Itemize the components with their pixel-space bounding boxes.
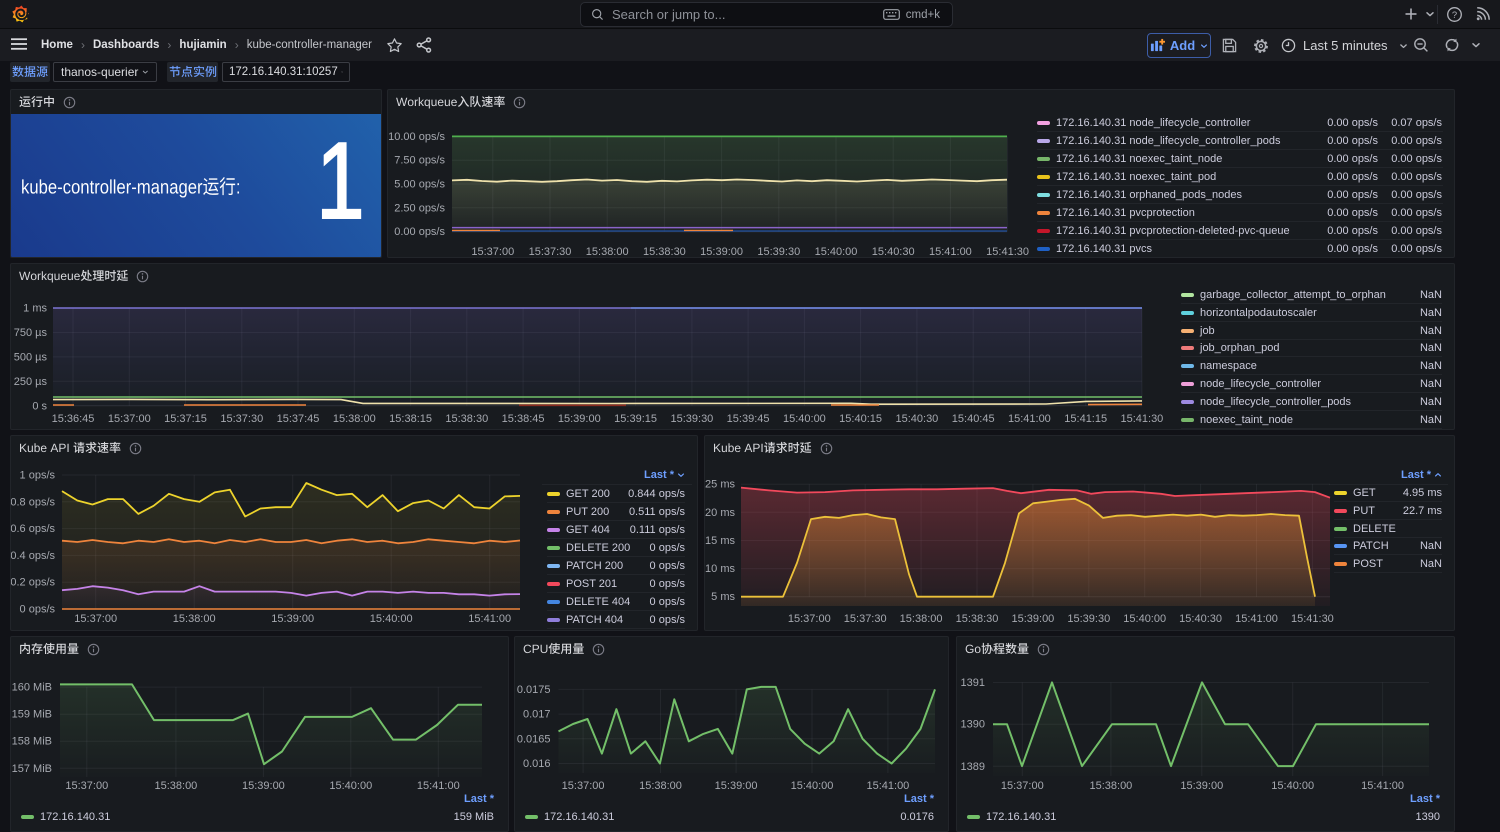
svg-text:15:38:00: 15:38:00 bbox=[1089, 780, 1132, 792]
svg-text:15:38:45: 15:38:45 bbox=[502, 413, 545, 425]
svg-text:15:39:00: 15:39:00 bbox=[715, 780, 758, 792]
svg-text:10.00 ops/s: 10.00 ops/s bbox=[388, 131, 445, 143]
svg-text:15:37:00: 15:37:00 bbox=[471, 246, 514, 258]
svg-text:15:37:00: 15:37:00 bbox=[562, 780, 605, 792]
svg-text:15:40:00: 15:40:00 bbox=[370, 613, 413, 625]
svg-text:20 ms: 20 ms bbox=[705, 507, 735, 519]
svg-text:15:40:00: 15:40:00 bbox=[1271, 780, 1314, 792]
svg-text:250 µs: 250 µs bbox=[14, 376, 48, 388]
svg-text:15:37:00: 15:37:00 bbox=[74, 613, 117, 625]
svg-text:15:37:00: 15:37:00 bbox=[108, 413, 151, 425]
svg-text:15:37:00: 15:37:00 bbox=[65, 780, 108, 792]
svg-text:15:37:30: 15:37:30 bbox=[529, 246, 572, 258]
svg-text:15:38:30: 15:38:30 bbox=[956, 613, 999, 625]
svg-text:15:38:00: 15:38:00 bbox=[639, 780, 682, 792]
svg-text:15:41:30: 15:41:30 bbox=[986, 246, 1029, 258]
svg-text:15:38:00: 15:38:00 bbox=[900, 613, 943, 625]
svg-text:15:41:00: 15:41:00 bbox=[1361, 780, 1404, 792]
svg-text:0.016: 0.016 bbox=[523, 758, 551, 770]
svg-text:1391: 1391 bbox=[961, 677, 985, 689]
svg-text:25 ms: 25 ms bbox=[705, 479, 735, 491]
svg-text:0.2 ops/s: 0.2 ops/s bbox=[11, 577, 55, 589]
svg-text:15:38:00: 15:38:00 bbox=[173, 613, 216, 625]
svg-text:15:37:45: 15:37:45 bbox=[277, 413, 320, 425]
svg-text:15:41:00: 15:41:00 bbox=[468, 613, 511, 625]
svg-text:0 ops/s: 0 ops/s bbox=[20, 604, 56, 616]
svg-text:157 MiB: 157 MiB bbox=[12, 763, 52, 775]
svg-text:5 ms: 5 ms bbox=[711, 591, 735, 603]
svg-text:7.50 ops/s: 7.50 ops/s bbox=[394, 155, 445, 167]
svg-text:15:37:30: 15:37:30 bbox=[844, 613, 887, 625]
svg-text:0.0175: 0.0175 bbox=[517, 684, 551, 696]
svg-text:15:38:30: 15:38:30 bbox=[445, 413, 488, 425]
svg-text:15:41:30: 15:41:30 bbox=[1291, 613, 1334, 625]
svg-text:2.50 ops/s: 2.50 ops/s bbox=[394, 202, 445, 214]
svg-text:10 ms: 10 ms bbox=[705, 563, 735, 575]
svg-text:500 µs: 500 µs bbox=[14, 351, 48, 363]
svg-text:15:39:00: 15:39:00 bbox=[558, 413, 601, 425]
svg-text:750 µs: 750 µs bbox=[14, 327, 48, 339]
svg-text:0.6 ops/s: 0.6 ops/s bbox=[11, 523, 55, 535]
svg-text:1 ms: 1 ms bbox=[23, 303, 47, 315]
svg-text:15:40:00: 15:40:00 bbox=[815, 246, 858, 258]
svg-text:15:39:00: 15:39:00 bbox=[1011, 613, 1054, 625]
svg-text:15:40:00: 15:40:00 bbox=[783, 413, 826, 425]
svg-text:15:41:00: 15:41:00 bbox=[929, 246, 972, 258]
svg-text:0.00 ops/s: 0.00 ops/s bbox=[394, 226, 445, 238]
svg-text:15:36:45: 15:36:45 bbox=[52, 413, 95, 425]
svg-text:15:38:30: 15:38:30 bbox=[643, 246, 686, 258]
svg-text:15:37:00: 15:37:00 bbox=[1001, 780, 1044, 792]
svg-text:0.017: 0.017 bbox=[523, 709, 551, 721]
svg-text:15:41:00: 15:41:00 bbox=[866, 780, 909, 792]
svg-text:15:41:00: 15:41:00 bbox=[1235, 613, 1278, 625]
svg-text:1389: 1389 bbox=[961, 761, 985, 773]
svg-text:15:39:00: 15:39:00 bbox=[700, 246, 743, 258]
svg-text:159 MiB: 159 MiB bbox=[12, 709, 52, 721]
svg-text:15:38:00: 15:38:00 bbox=[586, 246, 629, 258]
svg-text:15:39:30: 15:39:30 bbox=[670, 413, 713, 425]
svg-text:15:41:15: 15:41:15 bbox=[1064, 413, 1107, 425]
svg-text:5.00 ops/s: 5.00 ops/s bbox=[394, 179, 445, 191]
svg-text:15:37:30: 15:37:30 bbox=[220, 413, 263, 425]
svg-text:15:40:30: 15:40:30 bbox=[895, 413, 938, 425]
svg-text:15:37:00: 15:37:00 bbox=[788, 613, 831, 625]
svg-text:0.0165: 0.0165 bbox=[517, 733, 551, 745]
svg-text:15:38:00: 15:38:00 bbox=[333, 413, 376, 425]
svg-text:15:39:45: 15:39:45 bbox=[727, 413, 770, 425]
svg-text:0.8 ops/s: 0.8 ops/s bbox=[11, 496, 55, 508]
svg-text:15:39:00: 15:39:00 bbox=[242, 780, 285, 792]
svg-text:158 MiB: 158 MiB bbox=[12, 736, 52, 748]
svg-text:?: ? bbox=[1452, 10, 1457, 21]
svg-text:15:38:15: 15:38:15 bbox=[389, 413, 432, 425]
svg-text:1 ops/s: 1 ops/s bbox=[20, 470, 56, 482]
svg-text:15:37:15: 15:37:15 bbox=[164, 413, 207, 425]
svg-text:15:40:30: 15:40:30 bbox=[872, 246, 915, 258]
svg-text:15:39:00: 15:39:00 bbox=[271, 613, 314, 625]
svg-text:15:39:00: 15:39:00 bbox=[1180, 780, 1223, 792]
svg-text:15:40:30: 15:40:30 bbox=[1179, 613, 1222, 625]
svg-text:15:40:00: 15:40:00 bbox=[791, 780, 834, 792]
svg-text:15:40:00: 15:40:00 bbox=[1123, 613, 1166, 625]
svg-text:15:39:30: 15:39:30 bbox=[1067, 613, 1110, 625]
svg-text:15:39:30: 15:39:30 bbox=[757, 246, 800, 258]
svg-text:0 s: 0 s bbox=[32, 400, 47, 412]
svg-text:160 MiB: 160 MiB bbox=[12, 682, 52, 694]
svg-text:15:41:30: 15:41:30 bbox=[1120, 413, 1163, 425]
svg-text:15:38:00: 15:38:00 bbox=[154, 780, 197, 792]
svg-text:1390: 1390 bbox=[961, 719, 985, 731]
svg-text:0.4 ops/s: 0.4 ops/s bbox=[11, 550, 55, 562]
svg-text:15:41:00: 15:41:00 bbox=[417, 780, 460, 792]
svg-text:15:41:00: 15:41:00 bbox=[1008, 413, 1051, 425]
svg-text:15:40:15: 15:40:15 bbox=[839, 413, 882, 425]
svg-text:15:39:15: 15:39:15 bbox=[614, 413, 657, 425]
svg-text:15 ms: 15 ms bbox=[705, 535, 735, 547]
svg-text:15:40:45: 15:40:45 bbox=[952, 413, 995, 425]
svg-text:15:40:00: 15:40:00 bbox=[329, 780, 372, 792]
